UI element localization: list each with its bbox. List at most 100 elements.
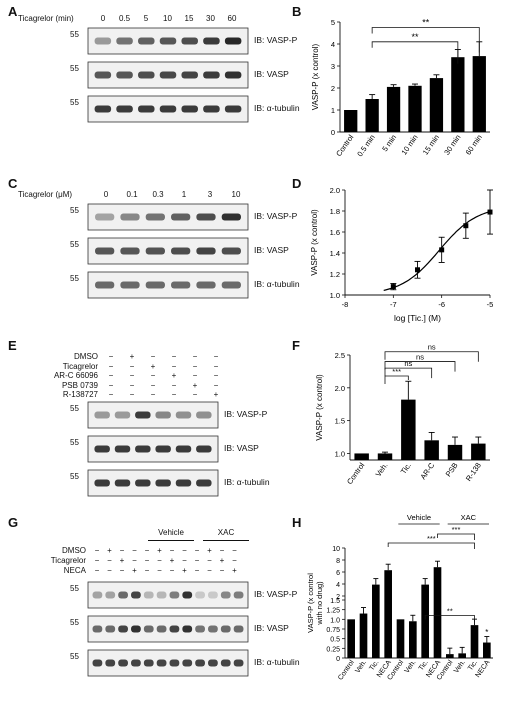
x-tick-label: -8 xyxy=(342,300,349,309)
panel-g-sign: − xyxy=(119,546,125,555)
panel-e-blot-1 xyxy=(87,435,219,463)
y-tick-label: 1.0 xyxy=(330,617,340,624)
blot-band xyxy=(224,37,242,45)
bar xyxy=(359,613,368,658)
blot-band xyxy=(120,281,140,289)
bar xyxy=(401,399,416,460)
y-axis-label: VASP-P (x control) xyxy=(310,209,319,276)
panel-g-group-line xyxy=(203,540,249,541)
x-axis-label: log [Tic.] (M) xyxy=(394,313,441,323)
group-label: XAC xyxy=(461,513,477,522)
sig-label: *** xyxy=(452,525,461,534)
bar xyxy=(365,99,379,132)
group-label: Vehicle xyxy=(407,513,431,522)
y-tick-label: 0.75 xyxy=(326,627,340,634)
blot-band xyxy=(175,411,192,419)
panel-e-mw-marker: 55 xyxy=(70,438,79,447)
y-tick-label: 1.0 xyxy=(335,449,345,458)
blot-band xyxy=(181,71,198,79)
panel-letter-f: F xyxy=(292,338,300,353)
blot-band xyxy=(120,247,140,255)
y-tick-label: 1 xyxy=(331,106,335,115)
blot-band xyxy=(156,625,167,633)
blot-band xyxy=(195,591,205,599)
blot-band xyxy=(114,411,131,419)
sig-label: *** xyxy=(392,367,401,376)
y-tick-label: 8 xyxy=(336,558,340,565)
y-tick-label: 1.0 xyxy=(330,291,340,300)
panel-e-sign: − xyxy=(150,371,156,380)
blot-band xyxy=(196,281,216,289)
blot-band xyxy=(94,37,112,45)
sig-bracket xyxy=(371,27,480,53)
panel-letter-c: C xyxy=(8,176,18,191)
panel-e-sign: − xyxy=(171,390,177,399)
blot-band xyxy=(116,105,133,113)
panel-e-sign: + xyxy=(171,371,177,380)
x-tick-label: Veh. xyxy=(354,659,368,675)
x-tick-label: PSB xyxy=(444,461,460,478)
panel-e-sign: − xyxy=(150,390,156,399)
panel-g-sign: − xyxy=(219,566,225,575)
panel-g-sign: + xyxy=(119,556,125,565)
panel-a-mw-marker: 55 xyxy=(70,30,79,39)
panel-g-row-label: NECA xyxy=(63,566,86,575)
panel-a-blot-label: IB: VASP xyxy=(254,69,289,79)
panel-g-sign: − xyxy=(219,546,225,555)
blot-band xyxy=(203,71,220,79)
panel-letter-a: A xyxy=(8,4,18,19)
blot-band xyxy=(92,659,103,667)
y-tick-label: 2 xyxy=(331,84,335,93)
panel-a-blot-1 xyxy=(87,61,249,89)
panel-g-sign: + xyxy=(107,546,112,555)
panel-c-lane-label: 0.1 xyxy=(126,190,138,199)
blot-band xyxy=(220,625,231,633)
sig-label: ns xyxy=(428,343,436,352)
panel-e-sign: − xyxy=(108,371,114,380)
bar xyxy=(396,619,405,658)
x-tick-label: 15 min xyxy=(421,133,441,157)
panel-c-blot-label: IB: VASP xyxy=(254,245,289,255)
bar xyxy=(470,625,479,658)
blot-band xyxy=(181,37,198,45)
sig-bracket xyxy=(387,542,475,549)
panel-e-sign: − xyxy=(213,371,219,380)
y-tick-label: 2.5 xyxy=(335,351,345,360)
data-point xyxy=(487,209,493,215)
panel-e-sign: − xyxy=(108,361,114,371)
blot-frame xyxy=(87,271,249,299)
blot-band xyxy=(145,213,165,221)
data-point xyxy=(415,267,420,273)
panel-g-sign: − xyxy=(94,546,100,555)
panel-g-sign: − xyxy=(182,556,187,565)
panel-g-sign: + xyxy=(132,566,137,575)
panel-e-blot-label: IB: VASP-P xyxy=(224,409,268,419)
blot-band xyxy=(181,105,198,113)
blot-band xyxy=(159,71,177,79)
panel-g-sign: − xyxy=(107,556,112,565)
blot-band xyxy=(118,591,128,599)
blot-band xyxy=(143,591,154,599)
panel-g-sign: + xyxy=(157,546,162,555)
panel-a-lane-label: 60 xyxy=(227,14,237,23)
panel-c-axis-label: Ticagrelor (μM) xyxy=(18,190,73,199)
bar xyxy=(483,642,491,658)
y-tick-label: 4 xyxy=(336,582,340,589)
x-tick-label: 5 min xyxy=(380,133,398,153)
bar xyxy=(354,453,369,460)
blot-band xyxy=(155,445,171,453)
panel-a-mw-marker: 55 xyxy=(70,64,79,73)
blot-band xyxy=(114,479,131,487)
blot-band xyxy=(138,37,155,45)
blot-band xyxy=(118,625,128,633)
panel-e-sign: − xyxy=(213,361,219,371)
panel-e-sign: − xyxy=(171,352,177,361)
panel-letter-b: B xyxy=(292,4,302,19)
blot-band xyxy=(92,591,103,599)
bar xyxy=(471,443,486,460)
panel-letter-h: H xyxy=(292,515,302,530)
bar xyxy=(372,584,380,658)
sig-label: ns xyxy=(416,353,424,362)
blot-band xyxy=(233,625,244,633)
data-point xyxy=(390,284,396,290)
